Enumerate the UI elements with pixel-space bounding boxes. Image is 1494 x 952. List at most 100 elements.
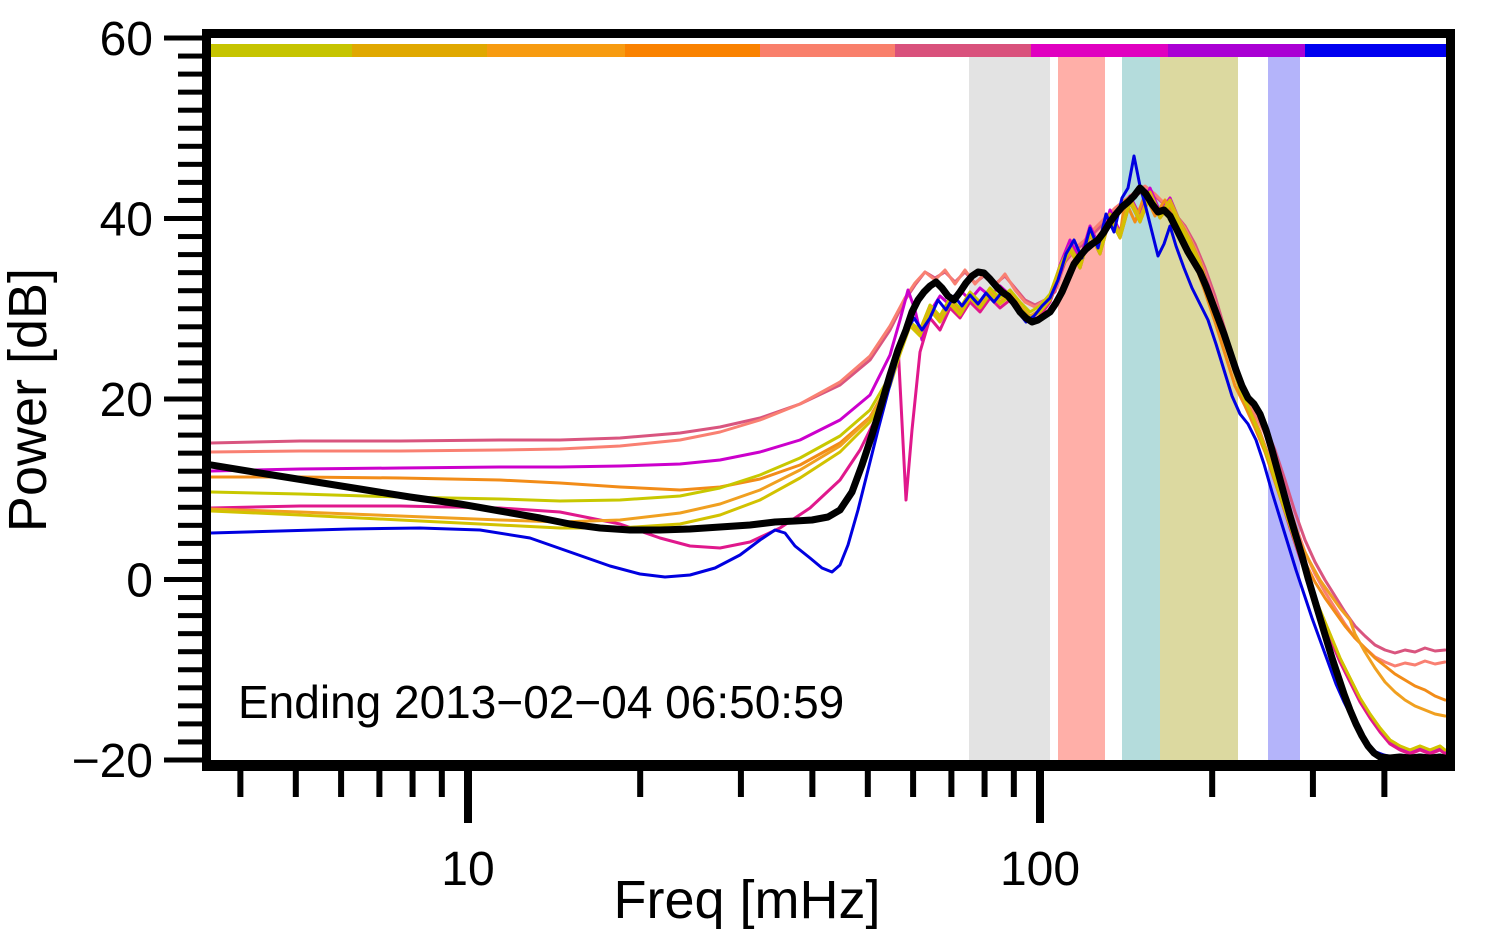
colorbar-segment-1 xyxy=(352,44,487,57)
y-tick-minor xyxy=(178,685,202,691)
y-tick-minor xyxy=(178,53,202,59)
time-colorbar-group xyxy=(211,44,1446,57)
top-spine xyxy=(202,29,1455,38)
x-tick-major xyxy=(464,771,472,823)
axis-ticks-group xyxy=(164,35,1388,823)
spectrum-series-group xyxy=(211,154,1446,760)
x-tick-major xyxy=(1036,771,1044,823)
x-tick-minor xyxy=(637,771,644,797)
colorbar-segment-8 xyxy=(1305,44,1446,57)
x-tick-minor xyxy=(1010,771,1017,797)
y-tick-label-20: 20 xyxy=(100,374,153,427)
shaded-bands-group xyxy=(969,48,1300,760)
x-tick-label-100: 100 xyxy=(1000,843,1080,896)
colorbar-segment-0 xyxy=(211,44,352,57)
y-axis-label: Power [dB] xyxy=(0,268,58,532)
x-tick-minor xyxy=(864,771,871,797)
x-tick-minor xyxy=(1209,771,1216,797)
y-tick-minor xyxy=(178,649,202,655)
band-lightblue xyxy=(1122,48,1160,760)
y-tick-minor xyxy=(178,486,202,492)
x-axis-spine xyxy=(202,760,1455,771)
x-tick-minor xyxy=(948,771,955,797)
colorbar-segment-2 xyxy=(487,44,625,57)
y-tick-minor xyxy=(178,179,202,185)
y-tick-major xyxy=(164,577,202,582)
axis-labels-group: −20 0 20 40 60 10 100 Freq [mHz] Power [dB] Endin… xyxy=(0,13,1080,930)
y-tick-minor xyxy=(178,306,202,312)
right-spine xyxy=(1446,29,1455,769)
x-tick-minor xyxy=(1309,771,1316,797)
y-tick-major xyxy=(164,396,202,402)
band-salmon xyxy=(1058,48,1105,760)
spectrum-magenta-purple xyxy=(211,186,1446,754)
x-axis-label: Freq [mHz] xyxy=(613,870,880,930)
x-tick-minor xyxy=(338,771,345,797)
y-tick-minor xyxy=(178,540,202,546)
y-tick-major xyxy=(164,216,202,221)
x-tick-minor xyxy=(910,771,917,797)
x-tick-label-10: 10 xyxy=(441,843,494,896)
y-tick-minor xyxy=(178,595,202,601)
y-tick-minor xyxy=(178,89,202,95)
y-tick-minor xyxy=(178,342,202,348)
y-tick-minor xyxy=(178,468,202,474)
y-axis-spine xyxy=(202,29,211,769)
colorbar-segment-3 xyxy=(625,44,760,57)
colorbar-segment-4 xyxy=(760,44,895,57)
y-tick-minor xyxy=(178,414,202,420)
ending-timestamp-annotation: Ending 2013−02−04 06:50:59 xyxy=(238,676,844,728)
x-tick-minor xyxy=(1381,771,1388,797)
axes-frame-group xyxy=(202,29,1455,771)
y-tick-major xyxy=(164,757,202,763)
y-tick-minor xyxy=(178,522,202,528)
colorbar-segment-7 xyxy=(1168,44,1305,57)
x-tick-minor xyxy=(981,771,988,797)
y-tick-minor xyxy=(178,288,202,294)
spectrum-black-mean xyxy=(211,184,1446,760)
y-tick-minor xyxy=(178,703,202,709)
x-tick-minor xyxy=(237,771,244,797)
y-tick-minor xyxy=(178,107,202,113)
y-tick-minor xyxy=(178,739,202,745)
y-tick-minor xyxy=(178,324,202,330)
spectrum-yellow-low xyxy=(211,194,1446,752)
x-tick-minor xyxy=(809,771,816,797)
y-tick-label-60: 60 xyxy=(100,13,153,66)
y-tick-minor xyxy=(178,161,202,167)
band-gray xyxy=(969,48,1050,760)
band-khaki xyxy=(1160,48,1238,760)
y-tick-minor xyxy=(178,558,202,564)
y-tick-label--20: −20 xyxy=(72,735,153,788)
y-tick-minor xyxy=(178,143,202,149)
y-tick-minor xyxy=(178,71,202,77)
spectrum-orange-low xyxy=(211,192,1446,718)
y-tick-minor xyxy=(178,234,202,240)
y-tick-minor xyxy=(178,613,202,619)
x-tick-minor xyxy=(737,771,744,797)
x-tick-minor xyxy=(292,771,299,797)
y-tick-minor xyxy=(178,432,202,438)
colorbar-segment-5 xyxy=(895,44,1031,57)
y-tick-minor xyxy=(178,450,202,456)
spectrum-blue xyxy=(211,154,1446,759)
band-periwinkle xyxy=(1268,48,1300,760)
spectrum-olive-yellow xyxy=(211,190,1446,752)
y-tick-minor xyxy=(178,270,202,276)
y-tick-minor xyxy=(178,125,202,131)
y-tick-minor xyxy=(178,360,202,366)
y-tick-minor xyxy=(178,197,202,203)
colorbar-segment-6 xyxy=(1031,44,1168,57)
y-tick-minor xyxy=(178,252,202,258)
x-tick-minor xyxy=(409,771,416,797)
x-tick-minor xyxy=(438,771,445,797)
y-tick-minor xyxy=(178,721,202,727)
x-tick-minor xyxy=(376,771,383,797)
spectrum-pink-magenta-low xyxy=(211,194,1446,756)
y-tick-label-40: 40 xyxy=(100,194,153,247)
y-tick-minor xyxy=(178,631,202,637)
y-tick-minor xyxy=(178,378,202,384)
y-tick-minor xyxy=(178,667,202,673)
